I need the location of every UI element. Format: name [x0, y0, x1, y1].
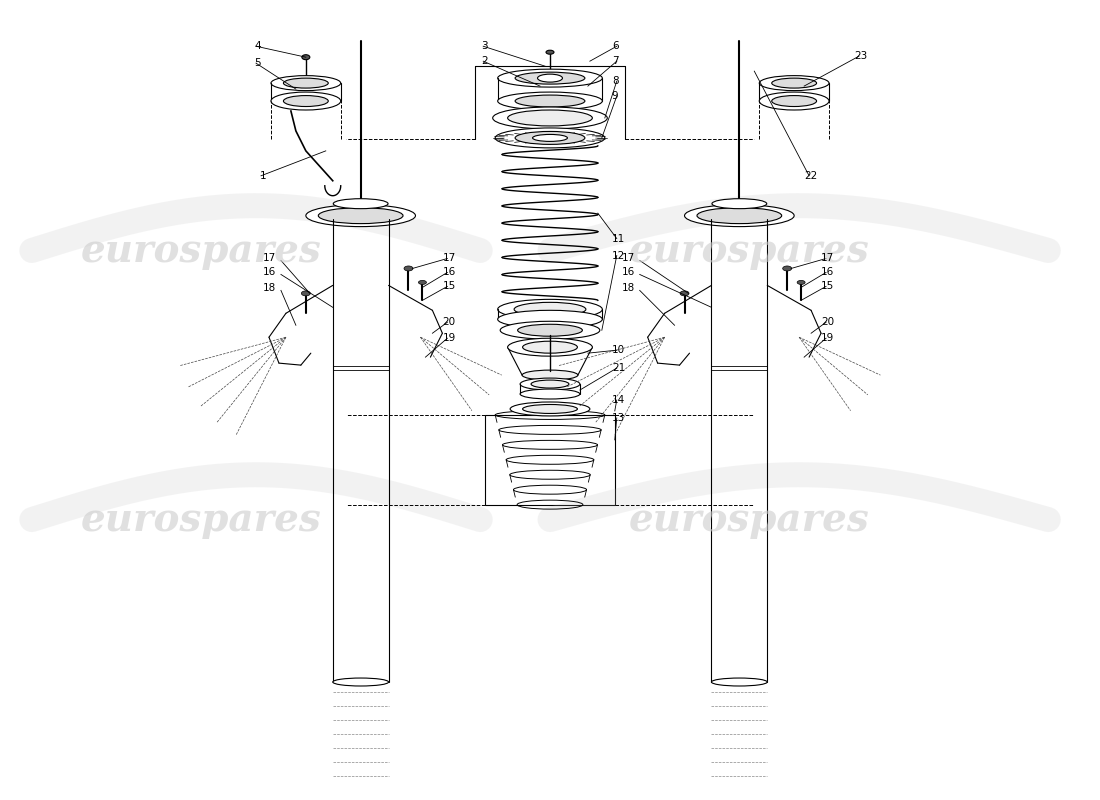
Ellipse shape [546, 50, 554, 54]
Ellipse shape [493, 107, 607, 129]
Text: eurospares: eurospares [629, 501, 870, 538]
Text: 18: 18 [263, 283, 276, 294]
Ellipse shape [301, 54, 310, 60]
Ellipse shape [684, 205, 794, 226]
Ellipse shape [532, 134, 568, 142]
Ellipse shape [418, 281, 427, 285]
Text: eurospares: eurospares [80, 501, 321, 538]
Ellipse shape [497, 69, 603, 87]
Ellipse shape [783, 266, 792, 271]
Text: 11: 11 [612, 234, 625, 243]
Ellipse shape [284, 95, 328, 106]
Ellipse shape [271, 76, 341, 90]
Ellipse shape [495, 128, 605, 148]
Text: 6: 6 [612, 42, 618, 51]
Text: 7: 7 [612, 56, 618, 66]
Ellipse shape [507, 338, 593, 356]
Ellipse shape [333, 678, 388, 686]
Text: 20: 20 [821, 318, 834, 327]
Ellipse shape [515, 72, 585, 84]
Text: 20: 20 [442, 318, 455, 327]
Text: 16: 16 [621, 267, 635, 278]
Ellipse shape [798, 281, 805, 285]
Text: 18: 18 [621, 283, 635, 294]
Ellipse shape [712, 198, 767, 209]
Text: 9: 9 [612, 91, 618, 101]
Text: 16: 16 [442, 267, 455, 278]
Ellipse shape [515, 95, 585, 107]
Ellipse shape [497, 310, 603, 328]
Ellipse shape [522, 370, 578, 380]
Ellipse shape [306, 205, 416, 226]
Text: 1: 1 [260, 170, 266, 181]
Text: 8: 8 [612, 76, 618, 86]
Text: 16: 16 [263, 267, 276, 278]
Ellipse shape [772, 95, 816, 106]
Text: 10: 10 [612, 345, 625, 355]
Ellipse shape [514, 302, 586, 316]
Ellipse shape [522, 405, 578, 414]
Text: 23: 23 [854, 51, 867, 61]
Ellipse shape [538, 74, 562, 82]
Polygon shape [507, 347, 593, 375]
Ellipse shape [271, 92, 341, 110]
Ellipse shape [759, 76, 829, 90]
Ellipse shape [507, 110, 593, 126]
Text: 19: 19 [442, 334, 455, 343]
Ellipse shape [497, 92, 603, 110]
Text: 17: 17 [621, 254, 635, 263]
Ellipse shape [697, 208, 782, 224]
Ellipse shape [404, 266, 412, 271]
Text: 2: 2 [482, 56, 488, 66]
Text: 17: 17 [442, 254, 455, 263]
Text: 5: 5 [254, 58, 261, 68]
Text: 13: 13 [612, 413, 625, 423]
Ellipse shape [759, 92, 829, 110]
Ellipse shape [515, 131, 585, 144]
Text: 19: 19 [821, 334, 834, 343]
Ellipse shape [500, 322, 600, 339]
Text: eurospares: eurospares [80, 231, 321, 270]
Ellipse shape [522, 342, 578, 353]
Text: 16: 16 [821, 267, 834, 278]
Text: 3: 3 [482, 42, 488, 51]
Ellipse shape [497, 299, 603, 319]
Ellipse shape [333, 198, 388, 209]
Ellipse shape [284, 78, 328, 88]
Ellipse shape [520, 378, 580, 390]
Text: 4: 4 [254, 42, 261, 51]
Ellipse shape [531, 380, 569, 388]
Ellipse shape [772, 78, 816, 88]
Ellipse shape [520, 389, 580, 399]
Text: 17: 17 [263, 254, 276, 263]
Ellipse shape [318, 208, 403, 224]
Text: eurospares: eurospares [629, 231, 870, 270]
Text: 12: 12 [612, 250, 625, 261]
Bar [485, 415, 615, 505]
Text: 15: 15 [821, 282, 834, 291]
Text: 22: 22 [804, 170, 817, 181]
Ellipse shape [301, 291, 310, 296]
Text: 17: 17 [821, 254, 834, 263]
Text: 15: 15 [442, 282, 455, 291]
Ellipse shape [518, 324, 582, 336]
Text: 14: 14 [612, 395, 625, 405]
Ellipse shape [510, 402, 590, 416]
Ellipse shape [680, 291, 689, 296]
Text: 21: 21 [612, 363, 625, 373]
Ellipse shape [712, 678, 767, 686]
